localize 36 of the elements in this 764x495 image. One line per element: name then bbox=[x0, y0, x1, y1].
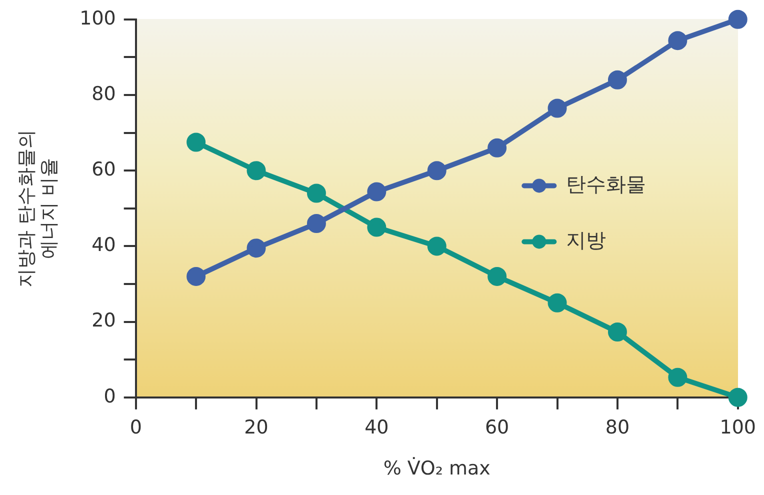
y-axis-title: 지방과 탄수화물의 에너지 비율 bbox=[15, 129, 60, 288]
point bbox=[488, 138, 507, 158]
point bbox=[608, 70, 627, 90]
legend-label: 지방 bbox=[566, 228, 606, 252]
x-tick-label: 80 bbox=[605, 416, 630, 439]
point bbox=[246, 161, 266, 180]
point bbox=[728, 10, 748, 29]
x-tick-label: 100 bbox=[720, 416, 756, 439]
point bbox=[306, 214, 326, 234]
point bbox=[728, 388, 748, 407]
point bbox=[427, 236, 446, 256]
point bbox=[246, 238, 266, 258]
x-tick-label: 40 bbox=[364, 416, 389, 439]
point bbox=[668, 368, 688, 387]
point bbox=[367, 182, 386, 202]
y-tick-label: 100 bbox=[80, 7, 116, 30]
point bbox=[608, 322, 627, 342]
y-tick-label: 60 bbox=[92, 158, 116, 181]
x-tick-label: 20 bbox=[244, 416, 268, 439]
point bbox=[186, 266, 206, 286]
y-tick-label: 20 bbox=[92, 310, 116, 332]
point bbox=[548, 98, 567, 118]
legend-label: 탄수화물 bbox=[566, 172, 646, 196]
y-tick-label: 0 bbox=[104, 385, 116, 408]
x-axis-title: % V̇O₂ max bbox=[383, 457, 490, 480]
point bbox=[367, 218, 386, 237]
y-tick-label: 40 bbox=[92, 234, 116, 256]
point bbox=[427, 161, 446, 180]
point bbox=[186, 132, 206, 152]
x-tick-label: 60 bbox=[484, 416, 510, 439]
point bbox=[668, 31, 688, 50]
point bbox=[306, 184, 326, 203]
y-tick-label: 80 bbox=[92, 82, 116, 105]
point bbox=[488, 266, 507, 286]
x-tick-label: 0 bbox=[130, 416, 142, 439]
point bbox=[548, 293, 567, 312]
